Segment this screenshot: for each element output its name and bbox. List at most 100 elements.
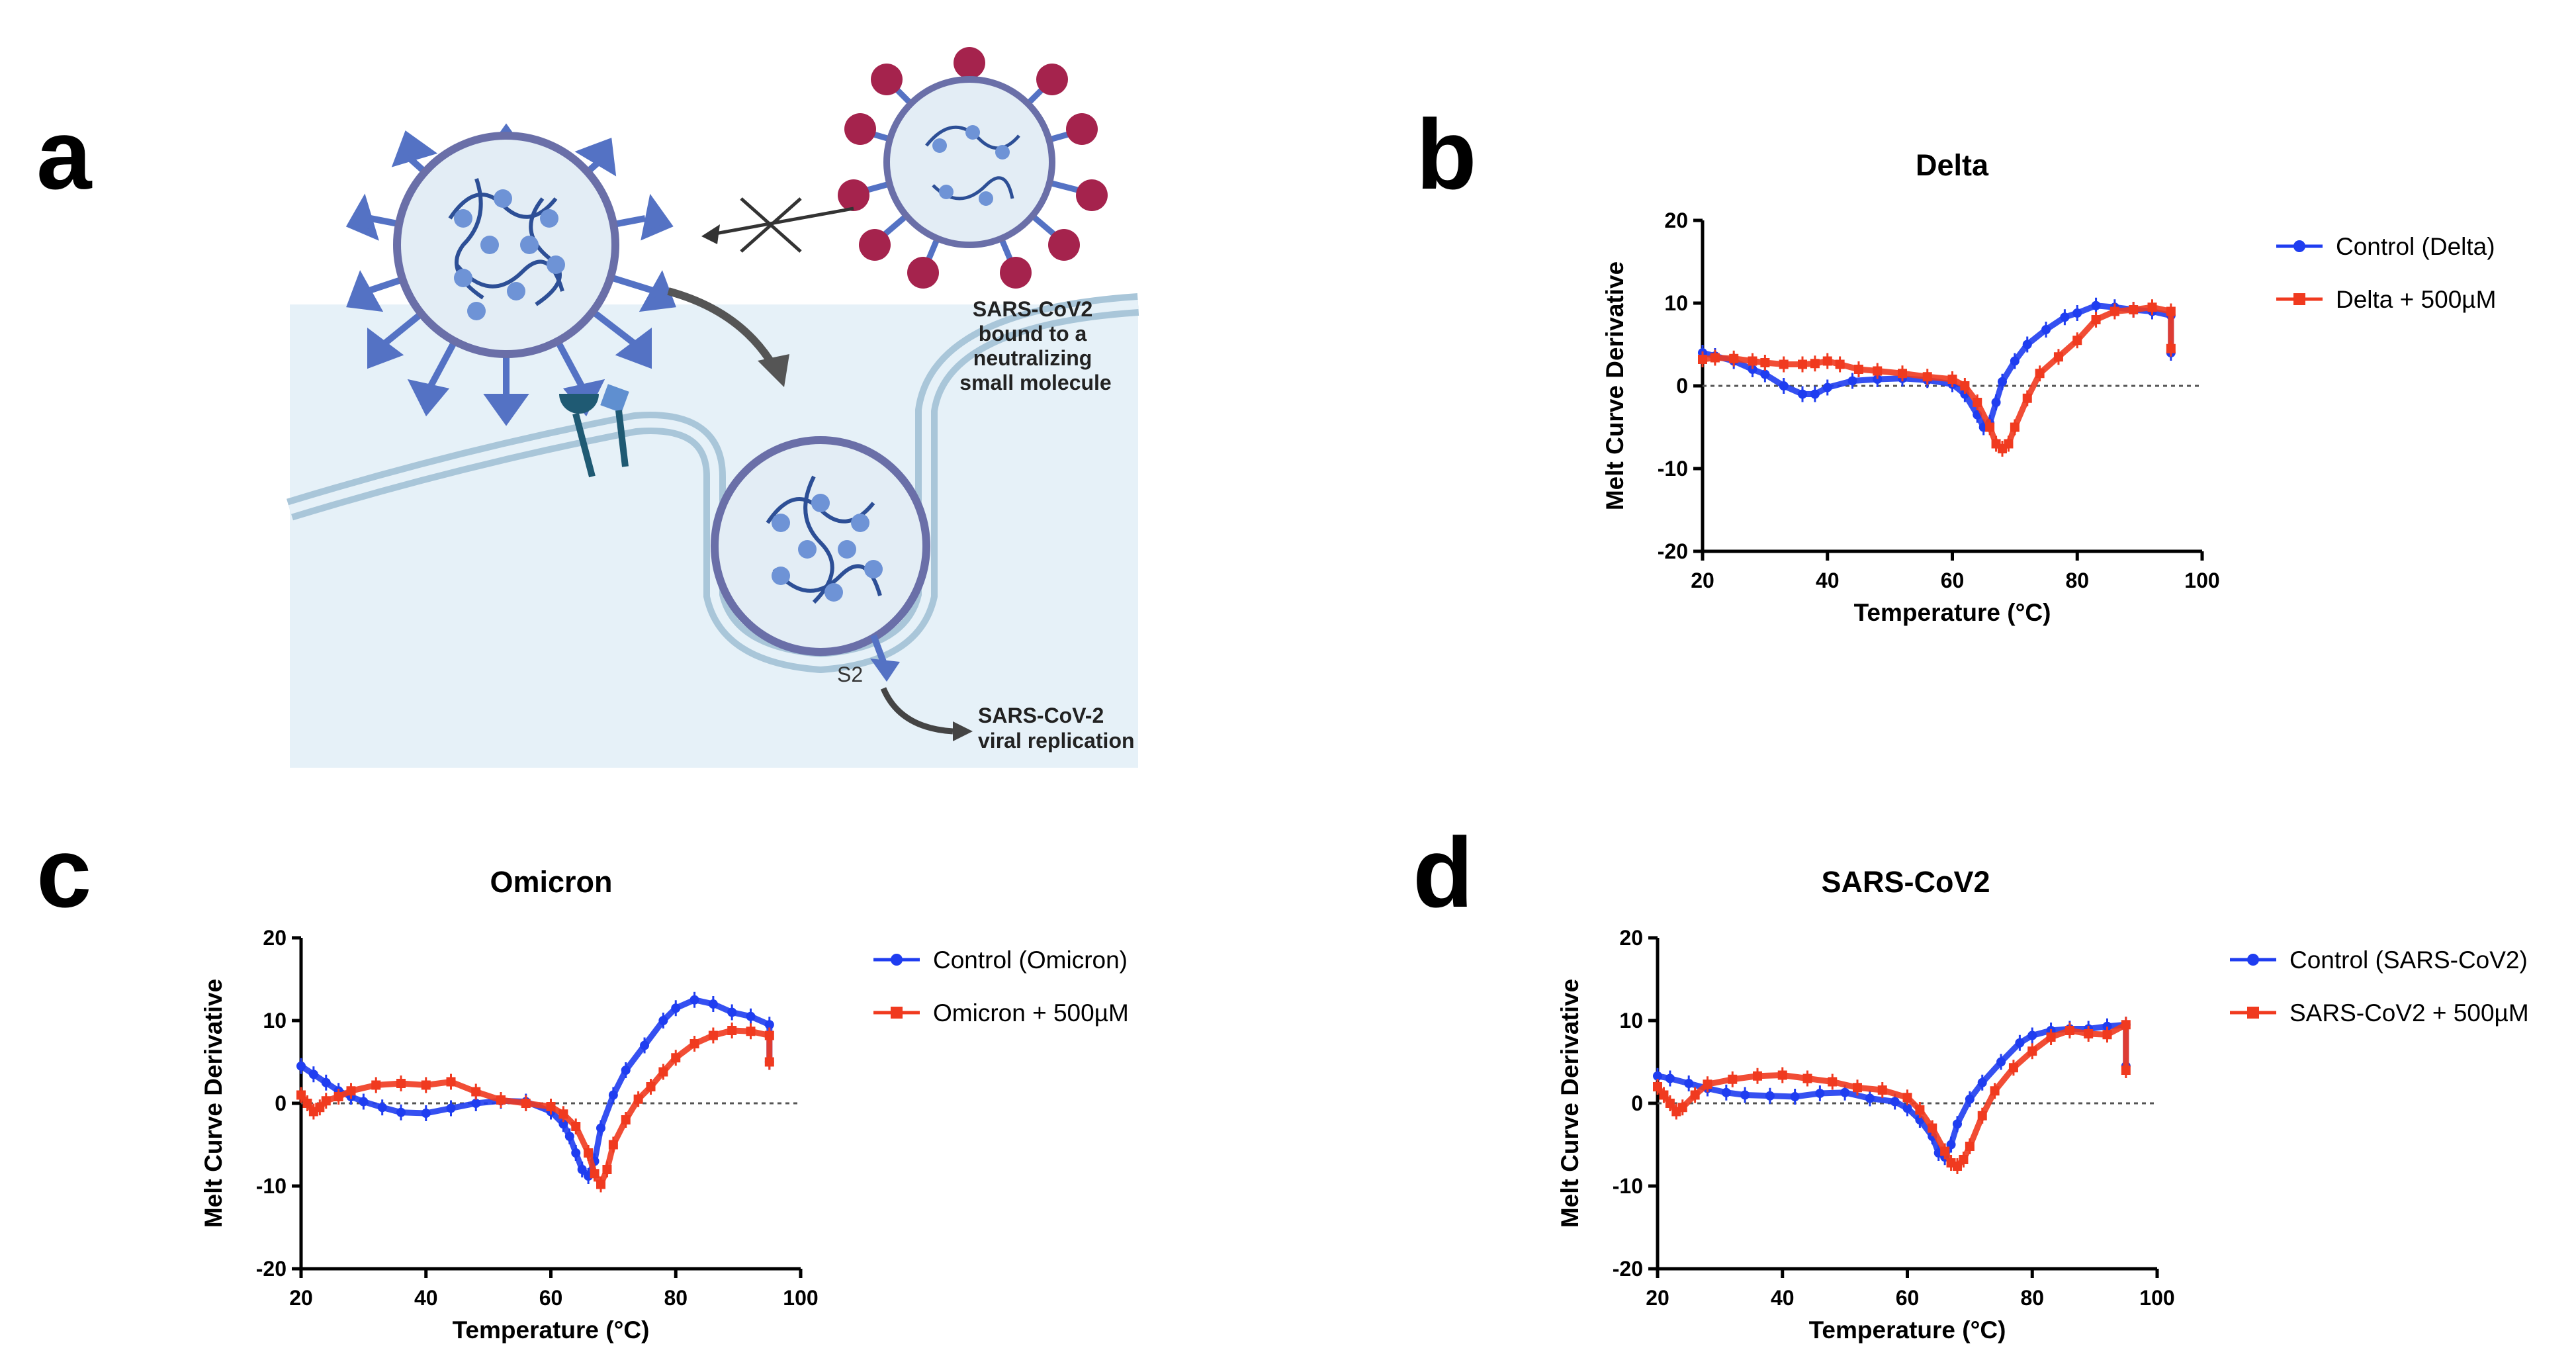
data-point: [321, 1077, 331, 1087]
data-point: [2053, 352, 2063, 362]
data-point: [1653, 1082, 1662, 1091]
y-tick-label: -20: [256, 1257, 287, 1281]
x-tick-label: 60: [1896, 1286, 1920, 1310]
data-point: [496, 1095, 506, 1105]
y-tick-label: 0: [1676, 374, 1688, 398]
data-point: [1853, 1083, 1862, 1093]
y-tick-label: 10: [1664, 291, 1688, 315]
y-tick-label: 20: [1619, 926, 1643, 950]
data-point: [1877, 1085, 1887, 1095]
data-point: [640, 1040, 650, 1050]
y-tick-label: -10: [1613, 1174, 1643, 1198]
data-point: [608, 1090, 618, 1100]
y-axis-label: Melt Curve Derivative: [1556, 979, 1583, 1228]
data-point: [546, 1102, 556, 1111]
data-point: [1985, 422, 1995, 432]
data-point: [521, 1099, 531, 1108]
legend-marker: [2293, 293, 2305, 305]
x-axis-label: Temperature (°C): [1809, 1316, 2006, 1344]
data-point: [1748, 356, 1757, 366]
data-point: [1653, 1071, 1662, 1081]
data-point: [1835, 359, 1845, 369]
data-point: [1890, 1097, 1900, 1107]
data-point: [1665, 1074, 1675, 1083]
data-point: [296, 1061, 306, 1071]
data-point: [558, 1109, 568, 1119]
x-tick-label: 60: [539, 1286, 563, 1310]
entry-arrow-head: [758, 354, 789, 387]
data-point: [1802, 1074, 1812, 1083]
x-tick-label: 20: [289, 1286, 313, 1310]
legend-marker: [891, 954, 903, 966]
data-point: [1729, 353, 1739, 363]
chart-title: Omicron: [490, 865, 612, 899]
y-axis-label: Melt Curve Derivative: [1601, 261, 1628, 510]
data-point: [727, 1026, 737, 1035]
data-point: [1977, 1077, 1987, 1087]
data-point: [1990, 1086, 2000, 1096]
data-point: [2046, 1032, 2056, 1042]
data-point: [1822, 356, 1832, 366]
data-point: [596, 1123, 605, 1133]
data-point: [608, 1140, 618, 1150]
neutralized-virus: [838, 47, 1108, 289]
data-point: [1740, 1090, 1750, 1100]
data-point: [1822, 383, 1832, 392]
data-point: [1847, 376, 1857, 386]
data-point: [2015, 1038, 2025, 1048]
data-point: [446, 1103, 456, 1113]
replication-label-line-2: viral replication: [978, 729, 1135, 753]
data-point: [746, 1011, 756, 1021]
data-point: [764, 1020, 774, 1030]
data-point: [571, 1148, 581, 1158]
x-tick-label: 100: [2139, 1286, 2174, 1310]
data-point: [1947, 375, 1957, 384]
data-point: [1940, 1146, 1950, 1156]
legend-label: Control (Omicron): [933, 946, 1128, 974]
data-point: [1810, 389, 1820, 399]
data-point: [2027, 1046, 2037, 1056]
data-point: [689, 995, 699, 1005]
chart-title: SARS-CoV2: [1821, 865, 1990, 899]
data-point: [1873, 366, 1883, 376]
data-point: [1765, 1091, 1775, 1101]
data-point: [2121, 1020, 2131, 1030]
y-tick-label: -20: [1658, 539, 1688, 563]
y-tick-label: -20: [1613, 1257, 1643, 1281]
series-treated: [296, 1023, 774, 1193]
data-point: [764, 1057, 774, 1067]
data-point: [2121, 1066, 2131, 1075]
data-point: [1798, 359, 1807, 369]
data-point: [1965, 1142, 1975, 1151]
data-point: [596, 1179, 605, 1189]
data-point: [1996, 1057, 2006, 1067]
data-point: [1760, 369, 1770, 379]
data-point: [2010, 422, 2020, 432]
data-point: [1703, 1079, 1712, 1089]
data-point: [584, 1148, 594, 1158]
data-point: [1721, 1087, 1731, 1097]
y-tick-label: -10: [256, 1174, 287, 1198]
neutralized-label-line-3: neutralizing: [973, 346, 1092, 370]
data-point: [2008, 1063, 2018, 1073]
x-tick-label: 80: [2020, 1286, 2044, 1310]
x-tick-label: 40: [1771, 1286, 1795, 1310]
legend-marker: [891, 1007, 903, 1019]
data-point: [1790, 1092, 1800, 1101]
legend-label: Omicron + 500µM: [933, 999, 1129, 1027]
series-treated: [1698, 299, 2176, 457]
x-tick-label: 100: [783, 1286, 818, 1310]
legend-label: SARS-CoV2 + 500µM: [2289, 999, 2529, 1027]
data-point: [564, 1132, 574, 1141]
data-point: [1853, 365, 1863, 374]
data-point: [1953, 1119, 1962, 1129]
free-virus: [345, 123, 676, 426]
x-tick-label: 40: [414, 1286, 438, 1310]
data-point: [1998, 377, 2007, 387]
data-point: [359, 1097, 369, 1107]
legend-label: Control (Delta): [2336, 233, 2495, 260]
y-tick-label: 0: [275, 1091, 287, 1115]
data-point: [1928, 1123, 1937, 1133]
data-point: [1977, 1111, 1987, 1120]
data-point: [321, 1096, 331, 1106]
